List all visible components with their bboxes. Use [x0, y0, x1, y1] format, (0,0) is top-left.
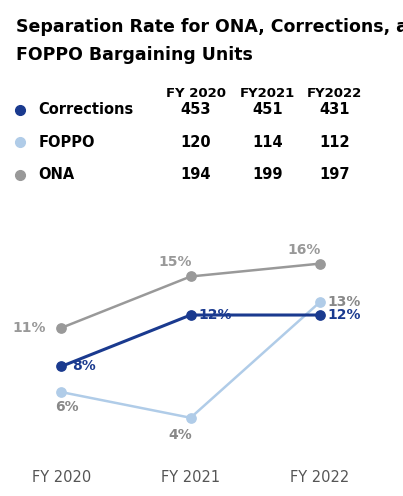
Text: 114: 114 — [252, 134, 283, 150]
Point — [58, 363, 64, 371]
Text: FY2022: FY2022 — [307, 87, 362, 100]
Point — [58, 388, 64, 396]
Text: 112: 112 — [320, 134, 350, 150]
Point — [187, 272, 194, 280]
Point — [187, 311, 194, 319]
Text: FY2021: FY2021 — [240, 87, 295, 100]
Text: ONA: ONA — [39, 167, 75, 182]
Point — [58, 324, 64, 332]
Text: FOPPO Bargaining Units: FOPPO Bargaining Units — [16, 46, 253, 63]
Text: 431: 431 — [320, 102, 350, 117]
Text: 16%: 16% — [288, 243, 321, 257]
Text: 194: 194 — [181, 167, 211, 182]
Text: 197: 197 — [320, 167, 350, 182]
Text: 12%: 12% — [198, 308, 232, 322]
Text: 120: 120 — [181, 134, 211, 150]
Text: FOPPO: FOPPO — [39, 134, 95, 150]
Text: 13%: 13% — [328, 295, 361, 309]
Text: 15%: 15% — [158, 255, 192, 269]
Text: 451: 451 — [252, 102, 283, 117]
Text: 11%: 11% — [12, 321, 46, 335]
Point — [187, 414, 194, 422]
Text: 8%: 8% — [72, 360, 96, 373]
Text: 453: 453 — [181, 102, 211, 117]
Point — [317, 260, 323, 268]
Text: Separation Rate for ONA, Corrections, and: Separation Rate for ONA, Corrections, an… — [16, 18, 403, 37]
Point — [317, 298, 323, 306]
Point — [317, 311, 323, 319]
Text: FY 2020: FY 2020 — [166, 87, 226, 100]
Text: 199: 199 — [252, 167, 283, 182]
Text: 4%: 4% — [168, 428, 192, 442]
Text: 12%: 12% — [328, 308, 361, 322]
Text: 6%: 6% — [55, 400, 79, 414]
Text: Corrections: Corrections — [39, 102, 134, 117]
